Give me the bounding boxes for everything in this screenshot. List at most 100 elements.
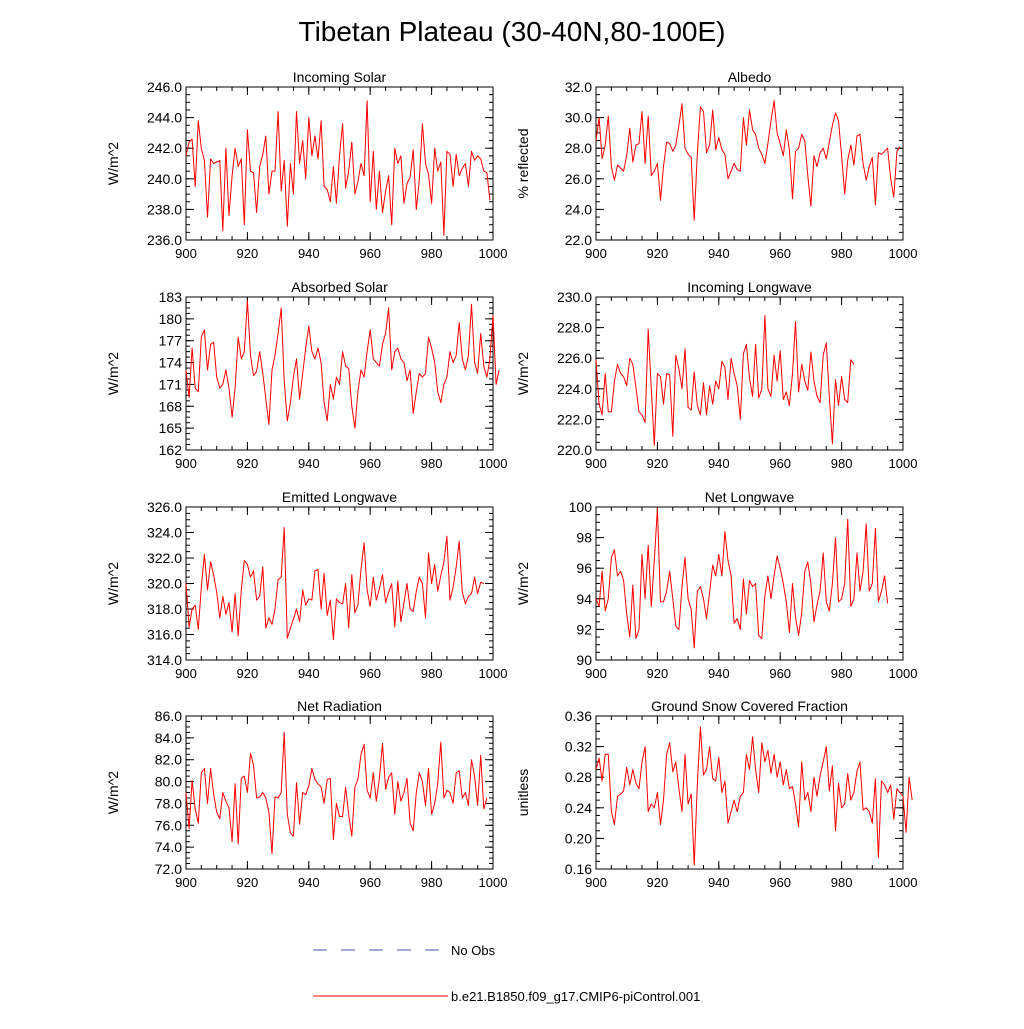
x-tick-label: 980 [831,666,853,681]
y-axis-label: W/m^2 [105,562,121,605]
x-tick-label: 940 [298,456,320,471]
x-tick-label: 980 [421,456,443,471]
legend: No Obs b.e21.B1850.f09_g17.CMIP6-piContr… [313,943,700,1004]
y-tick-label: 0.20 [565,830,592,846]
x-tick-label: 940 [708,246,730,261]
y-tick-label: 72.0 [155,861,182,877]
y-tick-label: 96 [576,560,592,576]
series-line [185,300,500,429]
y-tick-label: 236.0 [147,232,182,248]
series-line [185,100,491,236]
y-tick-label: 165 [159,420,183,436]
x-tick-label: 920 [237,456,259,471]
x-tick-label: 900 [585,875,607,890]
x-tick-label: 960 [359,456,381,471]
x-tick-label: 980 [831,875,853,890]
y-tick-label: 222.0 [557,411,592,427]
y-tick-label: 80.0 [155,774,182,790]
y-tick-label: 220.0 [557,442,592,458]
panel-title: Incoming Longwave [687,279,812,295]
y-tick-label: 78.0 [155,795,182,811]
y-tick-label: 183 [159,289,183,305]
x-tick-label: 1000 [479,875,508,890]
panel-title: Absorbed Solar [291,279,388,295]
y-axis-label: W/m^2 [105,142,121,185]
y-tick-label: 228.0 [557,320,592,336]
x-tick-label: 940 [708,666,730,681]
y-tick-label: 100 [569,499,593,515]
x-tick-label: 980 [421,875,443,890]
y-tick-label: 92 [576,621,592,637]
series-line [595,726,913,866]
y-tick-label: 238.0 [147,201,182,217]
x-tick-label: 900 [585,246,607,261]
y-tick-label: 24.0 [565,201,592,217]
y-axis-label: W/m^2 [105,771,121,814]
y-tick-label: 230.0 [557,289,592,305]
y-tick-label: 0.28 [565,769,592,785]
panel-1: Incoming Solar W/m^2 900 920 940 960 980 1000 23… [105,69,507,261]
y-tick-label: 242.0 [147,140,182,156]
panel-5: Emitted Longwave W/m^2 900 920 940 960 980 1000… [105,489,507,681]
y-tick-label: 0.36 [565,708,592,724]
y-axis-label: % reflected [515,128,531,198]
y-tick-label: 30.0 [565,110,592,126]
x-tick-label: 940 [708,875,730,890]
y-tick-label: 162 [159,442,183,458]
y-tick-label: 28.0 [565,140,592,156]
x-tick-label: 960 [359,246,381,261]
legend-model-label: b.e21.B1850.f09_g17.CMIP6-piControl.001 [451,989,700,1004]
y-tick-label: 320.0 [147,576,182,592]
y-tick-label: 22.0 [565,232,592,248]
y-axis-label: W/m^2 [515,562,531,605]
y-tick-label: 26.0 [565,171,592,187]
panel-title: Net Radiation [297,698,382,714]
y-tick-label: 0.24 [565,800,592,816]
x-tick-label: 1000 [889,246,918,261]
x-tick-label: 900 [175,666,197,681]
y-tick-label: 224.0 [557,381,592,397]
x-tick-label: 980 [831,456,853,471]
x-tick-label: 960 [769,456,791,471]
y-tick-label: 74.0 [155,839,182,855]
series-line [595,314,855,446]
panel-6: Net Longwave W/m^2 900 920 940 960 980 1000 90 92… [515,489,917,681]
y-tick-label: 316.0 [147,627,182,643]
x-tick-label: 920 [647,456,669,471]
y-axis-label: unitless [515,769,531,816]
panel-2: Albedo % reflected 900 920 940 960 980 1000 22.0… [515,69,917,261]
x-tick-label: 900 [585,666,607,681]
y-tick-label: 94 [576,591,592,607]
y-tick-label: 246.0 [147,79,182,95]
legend-no-obs-label: No Obs [451,943,496,958]
x-tick-label: 960 [769,666,791,681]
panel-title: Emitted Longwave [282,489,397,505]
panel-title: Ground Snow Covered Fraction [651,698,848,714]
x-tick-label: 960 [769,246,791,261]
series-line [595,508,889,649]
y-tick-label: 180 [159,311,183,327]
y-tick-label: 32.0 [565,79,592,95]
x-tick-label: 920 [647,666,669,681]
y-tick-label: 82.0 [155,752,182,768]
x-tick-label: 1000 [889,666,918,681]
x-tick-label: 940 [298,246,320,261]
panel-3: Absorbed Solar W/m^2 900 920 940 960 980 1000 16… [105,279,507,471]
y-tick-label: 98 [576,530,592,546]
x-tick-label: 1000 [479,246,508,261]
x-tick-label: 920 [237,666,259,681]
y-tick-label: 324.0 [147,525,182,541]
y-tick-label: 240.0 [147,171,182,187]
x-tick-label: 940 [298,666,320,681]
x-tick-label: 1000 [479,456,508,471]
y-tick-label: 171 [159,376,183,392]
x-tick-label: 1000 [889,456,918,471]
x-tick-label: 980 [831,246,853,261]
plot-frame [185,715,494,870]
plot-frame [595,715,904,870]
panel-title: Net Longwave [705,489,795,505]
y-tick-label: 314.0 [147,652,182,668]
panel-title: Incoming Solar [293,69,387,85]
y-axis-label: W/m^2 [105,352,121,395]
